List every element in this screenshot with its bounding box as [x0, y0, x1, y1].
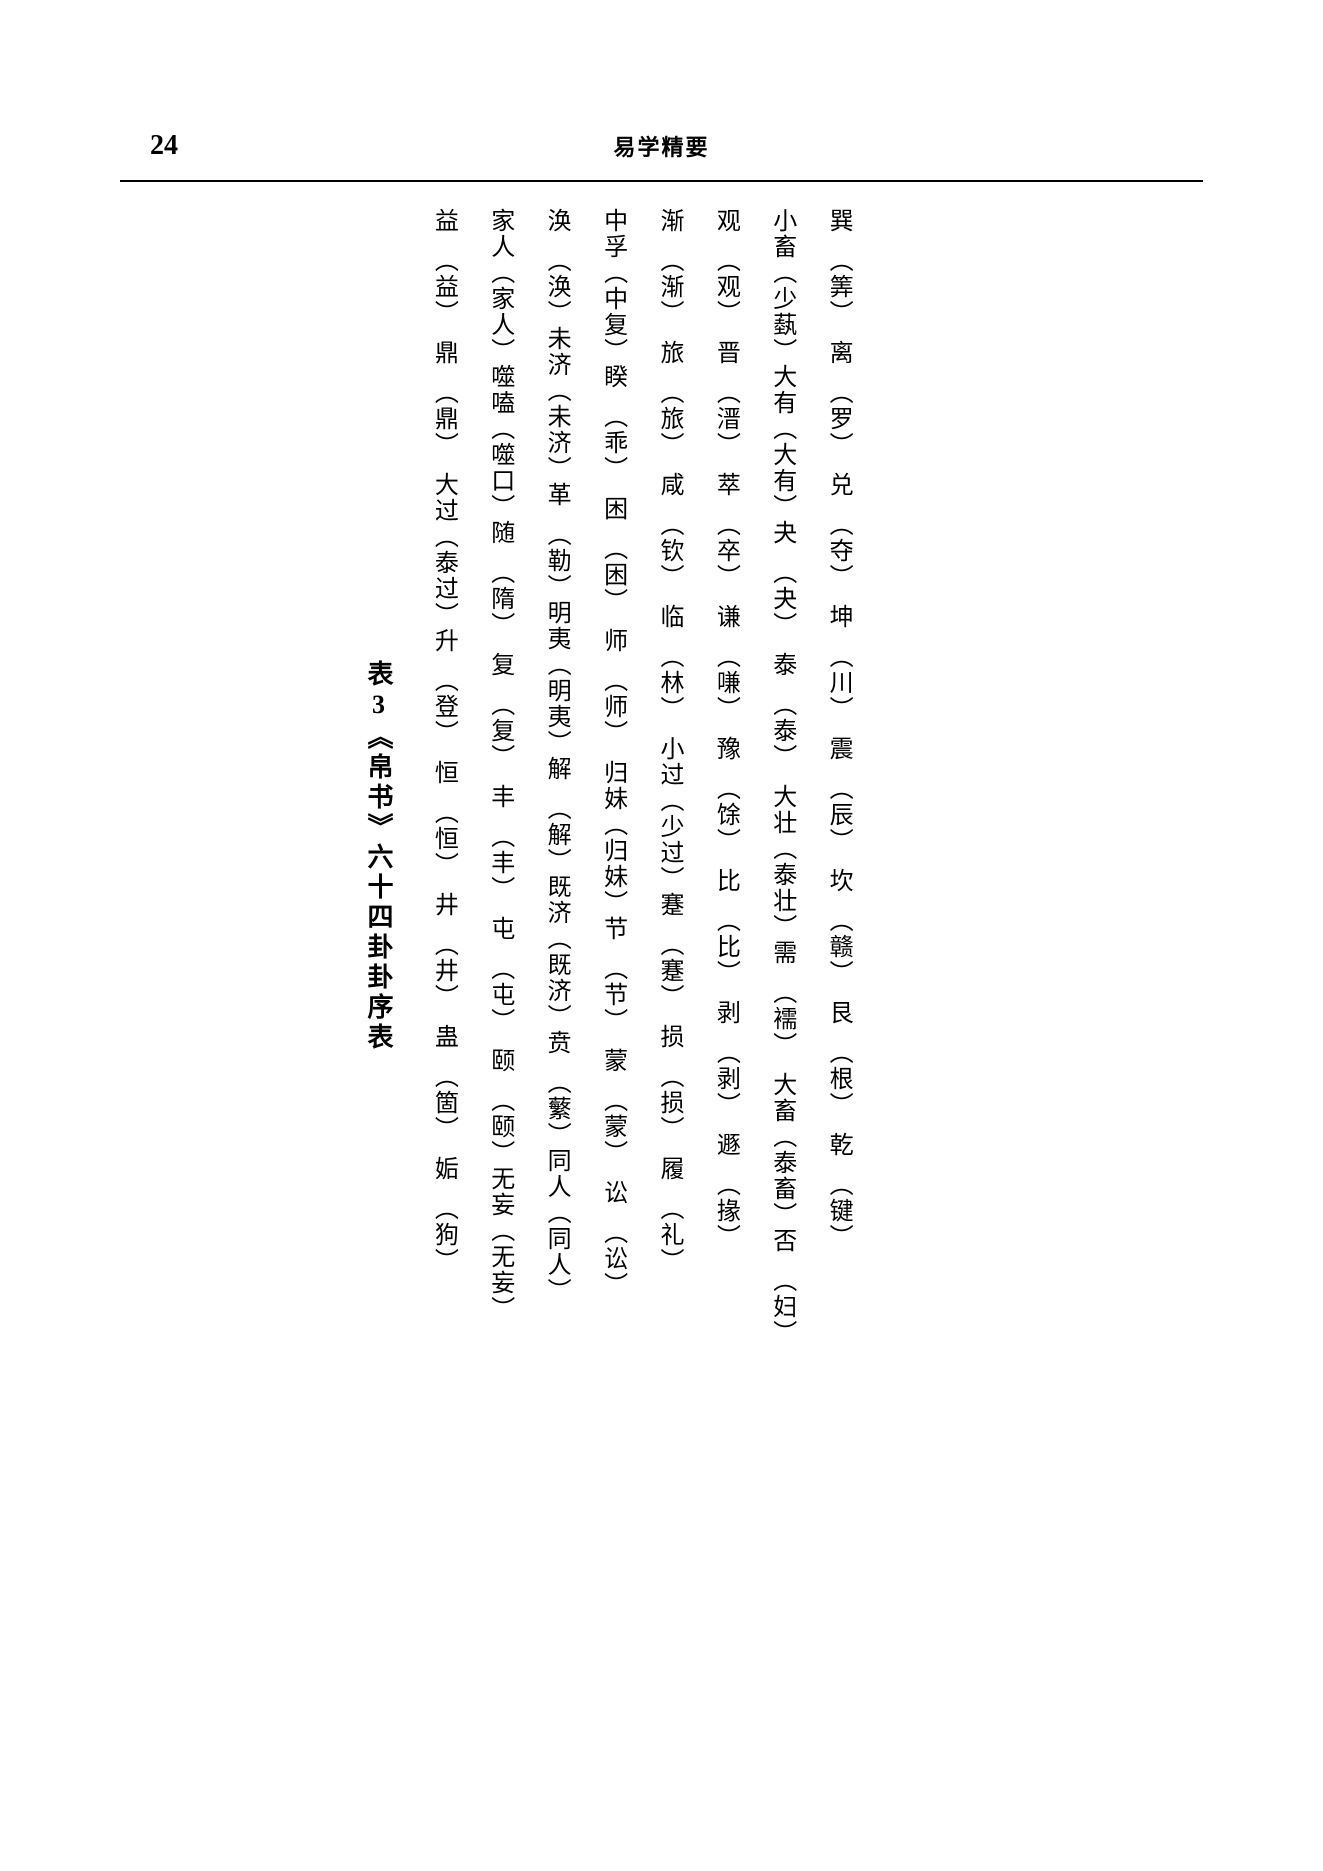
table-row: 益 （益） 鼎 （鼎） 大过（泰过）升 （登） 恒 （恒） 井 （井） 蛊 （箇…	[420, 200, 466, 1446]
table-row: 渐 （渐） 旅 （旅） 咸 （钦） 临 （林） 小过（少过）蹇 （蹇） 损 （损…	[646, 200, 692, 1446]
top-rule	[120, 180, 1203, 182]
table-row: 观 （观） 晋 （溍） 萃 （卒） 谦 （嗛） 豫 （馀） 比 （比） 剥 （剥…	[702, 200, 748, 1446]
table-row: 家人（家人）噬嗑（噬口）随 （隋） 复 （复） 丰 （丰） 屯 （屯） 颐 （颐…	[476, 200, 522, 1446]
table-row: 小畜（少蓺）大有（大有）夬 （夬） 泰 （泰） 大壮（泰壮）需 （襦） 大畜（泰…	[758, 200, 804, 1446]
table-row: 涣 （涣）未济（未济）革 （勒）明夷（明夷）解 （解）既济（既济）贲 （蘩）同人…	[533, 200, 579, 1446]
running-header: 易学精要	[613, 130, 709, 162]
page-number: 24	[150, 130, 178, 162]
table-title: 表3《帛书》六十四卦卦序表	[360, 660, 397, 1053]
table-row: 中孚（中复）睽 （乖） 困 （困） 师 （师） 归妹（归妹）节 （节） 蒙 （蒙…	[589, 200, 635, 1446]
table-row: 巽 （筭） 离 （罗） 兑 （夺） 坤 （川） 震 （辰） 坎 （赣） 艮 （根…	[815, 200, 861, 1446]
hexagram-table: 巽 （筭） 离 （罗） 兑 （夺） 坤 （川） 震 （辰） 坎 （赣） 艮 （根…	[420, 200, 861, 1446]
